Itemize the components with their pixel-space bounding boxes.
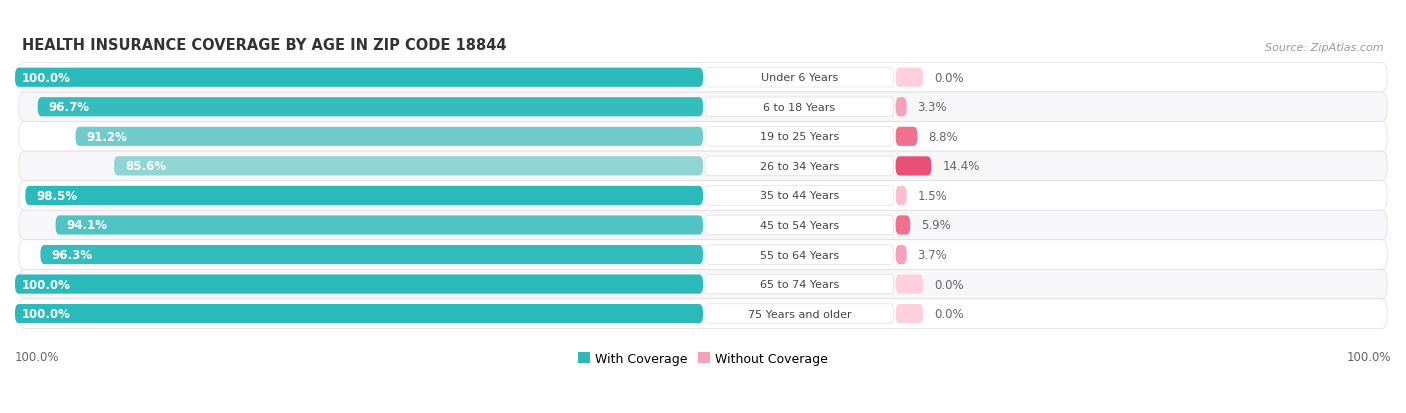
FancyBboxPatch shape [18,181,1388,211]
Text: 65 to 74 Years: 65 to 74 Years [759,280,839,290]
Text: HEALTH INSURANCE COVERAGE BY AGE IN ZIP CODE 18844: HEALTH INSURANCE COVERAGE BY AGE IN ZIP … [22,38,506,53]
Text: 96.3%: 96.3% [52,249,93,261]
FancyBboxPatch shape [25,186,703,206]
Text: 0.0%: 0.0% [934,278,963,291]
FancyBboxPatch shape [704,186,894,206]
FancyBboxPatch shape [896,186,907,206]
FancyBboxPatch shape [15,275,703,294]
FancyBboxPatch shape [704,304,894,324]
Text: 100.0%: 100.0% [22,278,70,291]
Text: Source: ZipAtlas.com: Source: ZipAtlas.com [1265,43,1384,53]
Text: 98.5%: 98.5% [37,190,77,202]
Text: 94.1%: 94.1% [66,219,108,232]
FancyBboxPatch shape [896,304,924,323]
Text: 3.3%: 3.3% [918,101,948,114]
FancyBboxPatch shape [56,216,703,235]
FancyBboxPatch shape [896,128,918,147]
FancyBboxPatch shape [704,68,894,88]
Text: 19 to 25 Years: 19 to 25 Years [759,132,839,142]
FancyBboxPatch shape [896,98,907,117]
FancyBboxPatch shape [704,127,894,147]
FancyBboxPatch shape [15,69,703,88]
Text: Under 6 Years: Under 6 Years [761,73,838,83]
FancyBboxPatch shape [896,69,924,88]
FancyBboxPatch shape [114,157,703,176]
Text: 45 to 54 Years: 45 to 54 Years [759,221,839,230]
FancyBboxPatch shape [896,275,924,294]
FancyBboxPatch shape [18,122,1388,152]
FancyBboxPatch shape [896,216,910,235]
FancyBboxPatch shape [18,211,1388,240]
FancyBboxPatch shape [18,63,1388,93]
Text: 100.0%: 100.0% [1347,350,1391,363]
Text: 8.8%: 8.8% [928,131,957,143]
Text: 85.6%: 85.6% [125,160,166,173]
FancyBboxPatch shape [18,270,1388,299]
Text: 0.0%: 0.0% [934,307,963,320]
FancyBboxPatch shape [41,245,703,264]
Text: 6 to 18 Years: 6 to 18 Years [763,102,835,112]
Text: 3.7%: 3.7% [918,249,948,261]
Text: 1.5%: 1.5% [918,190,948,202]
FancyBboxPatch shape [15,304,703,323]
FancyBboxPatch shape [896,245,907,264]
FancyBboxPatch shape [704,216,894,235]
FancyBboxPatch shape [18,240,1388,270]
FancyBboxPatch shape [18,93,1388,122]
Text: 55 to 64 Years: 55 to 64 Years [759,250,839,260]
Text: 100.0%: 100.0% [22,307,70,320]
FancyBboxPatch shape [38,98,703,117]
Text: 26 to 34 Years: 26 to 34 Years [759,161,839,171]
FancyBboxPatch shape [704,275,894,294]
FancyBboxPatch shape [704,245,894,265]
Text: 96.7%: 96.7% [49,101,90,114]
FancyBboxPatch shape [896,157,931,176]
Text: 100.0%: 100.0% [15,350,59,363]
Text: 0.0%: 0.0% [934,71,963,85]
Text: 91.2%: 91.2% [87,131,128,143]
FancyBboxPatch shape [18,299,1388,329]
FancyBboxPatch shape [18,152,1388,181]
Text: 35 to 44 Years: 35 to 44 Years [759,191,839,201]
Text: 5.9%: 5.9% [921,219,950,232]
FancyBboxPatch shape [704,98,894,117]
FancyBboxPatch shape [704,157,894,176]
FancyBboxPatch shape [76,128,703,147]
Text: 14.4%: 14.4% [942,160,980,173]
Legend: With Coverage, Without Coverage: With Coverage, Without Coverage [578,352,828,365]
Text: 100.0%: 100.0% [22,71,70,85]
Text: 75 Years and older: 75 Years and older [748,309,851,319]
